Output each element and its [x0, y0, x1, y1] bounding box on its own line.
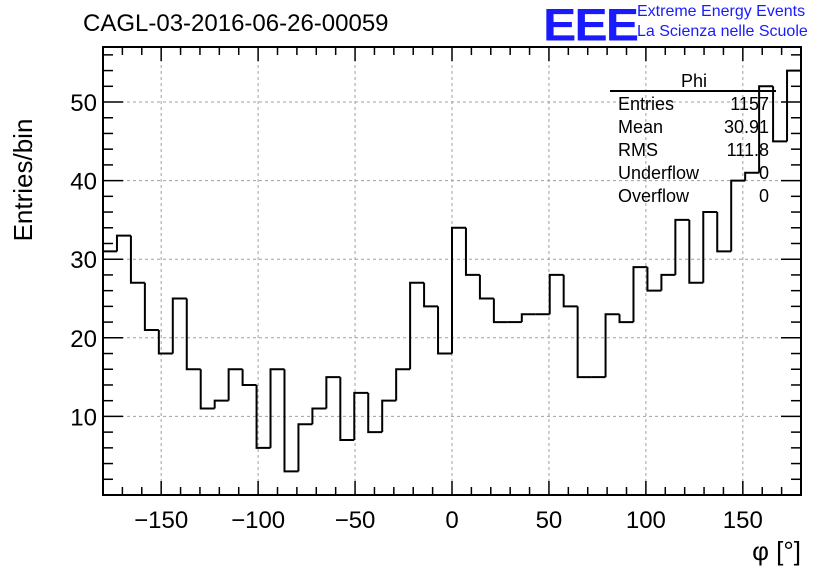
- y-axis-label: Entries/bin: [8, 119, 38, 242]
- chart-title: CAGL-03-2016-06-26-00059: [83, 10, 389, 37]
- histogram-bin: [618, 314, 634, 324]
- histogram-bin: [632, 266, 648, 323]
- x-tick-label: −150: [134, 507, 188, 534]
- histogram-bin: [395, 368, 411, 401]
- histogram-bin: [325, 376, 341, 409]
- histogram-bin: [381, 399, 397, 433]
- x-tick-label: −100: [231, 507, 285, 534]
- histogram-bin: [227, 368, 243, 401]
- x-tick-label: 0: [445, 507, 458, 534]
- x-tick-label: 50: [536, 507, 563, 534]
- stats-box: Phi Entries 1157 Mean 30.91 RMS 111.8 Underflo…: [610, 71, 776, 206]
- histogram-bin: [143, 282, 159, 331]
- histogram-bin: [744, 171, 760, 181]
- stats-value: 0: [759, 163, 769, 183]
- histogram-bin: [674, 218, 690, 275]
- y-tick-label: 40: [70, 169, 97, 196]
- histogram-bin: [604, 313, 620, 378]
- histogram-bin: [562, 274, 578, 308]
- histogram-bin: [269, 368, 285, 448]
- histogram-bin: [367, 392, 383, 434]
- histogram-bin: [353, 391, 369, 440]
- histogram-bin: [576, 306, 592, 379]
- y-tick-label: 30: [70, 247, 97, 274]
- stats-label: Overflow: [618, 186, 690, 206]
- histogram-bin: [688, 219, 704, 284]
- histogram-bin: [283, 369, 299, 473]
- x-tick-label: −50: [335, 507, 376, 534]
- histogram-bin: [157, 329, 173, 355]
- histogram-bin: [478, 274, 494, 300]
- stats-value: 0: [759, 186, 769, 206]
- y-tick-label: 50: [70, 90, 97, 117]
- stats-label: Entries: [618, 94, 674, 114]
- histogram-bin: [185, 298, 201, 371]
- y-tick-label: 10: [70, 404, 97, 431]
- histogram-bin: [423, 282, 439, 308]
- stats-label: RMS: [618, 140, 658, 160]
- histogram-bin: [437, 306, 452, 355]
- eee-logo: EEE: [543, 0, 639, 51]
- histogram-bin: [492, 298, 508, 324]
- histogram-bin: [311, 407, 327, 425]
- stats-value: 111.8: [727, 140, 769, 160]
- histogram-bin: [786, 69, 801, 142]
- histogram-bin: [199, 369, 215, 410]
- logo-subtitle-2: La Scienza nelle Scuole: [637, 23, 808, 40]
- logo-subtitle-1: Extreme Energy Events: [637, 3, 806, 20]
- histogram-bin: [255, 384, 271, 449]
- histogram-bin: [758, 85, 774, 173]
- stats-value: 30.91: [724, 117, 769, 137]
- stats-label: Mean: [618, 117, 663, 137]
- stats-value: 1157: [730, 94, 769, 114]
- histogram-bin: [716, 212, 732, 253]
- histogram-bin: [451, 226, 466, 354]
- histogram-bin: [213, 399, 229, 409]
- histogram-bin: [129, 235, 145, 284]
- histogram-bin: [646, 267, 662, 292]
- histogram-bin: [115, 234, 131, 252]
- histogram-bin: [730, 179, 746, 252]
- histogram-bin: [702, 211, 718, 283]
- histogram-bin: [548, 273, 564, 315]
- histogram-bin: [297, 423, 313, 472]
- histogram-bin: [660, 273, 676, 291]
- histogram-bin: [464, 227, 480, 276]
- x-tick-label: 150: [723, 507, 763, 534]
- axis-ticks: −150 −100 −50 0 50 100 150 10 20 30 40 50: [70, 47, 801, 534]
- x-axis-label: φ [°]: [752, 536, 801, 566]
- histogram-bin: [520, 313, 536, 323]
- histogram-bars: [103, 69, 801, 473]
- histogram-bin: [409, 281, 425, 370]
- y-tick-label: 20: [70, 326, 97, 353]
- x-tick-label: 100: [626, 507, 666, 534]
- histogram-bin: [171, 297, 187, 354]
- histogram-bin: [241, 369, 257, 386]
- stats-name: Phi: [681, 71, 707, 91]
- histogram-bin: [772, 86, 788, 143]
- histogram-bin: [339, 377, 355, 441]
- stats-label: Underflow: [618, 163, 700, 183]
